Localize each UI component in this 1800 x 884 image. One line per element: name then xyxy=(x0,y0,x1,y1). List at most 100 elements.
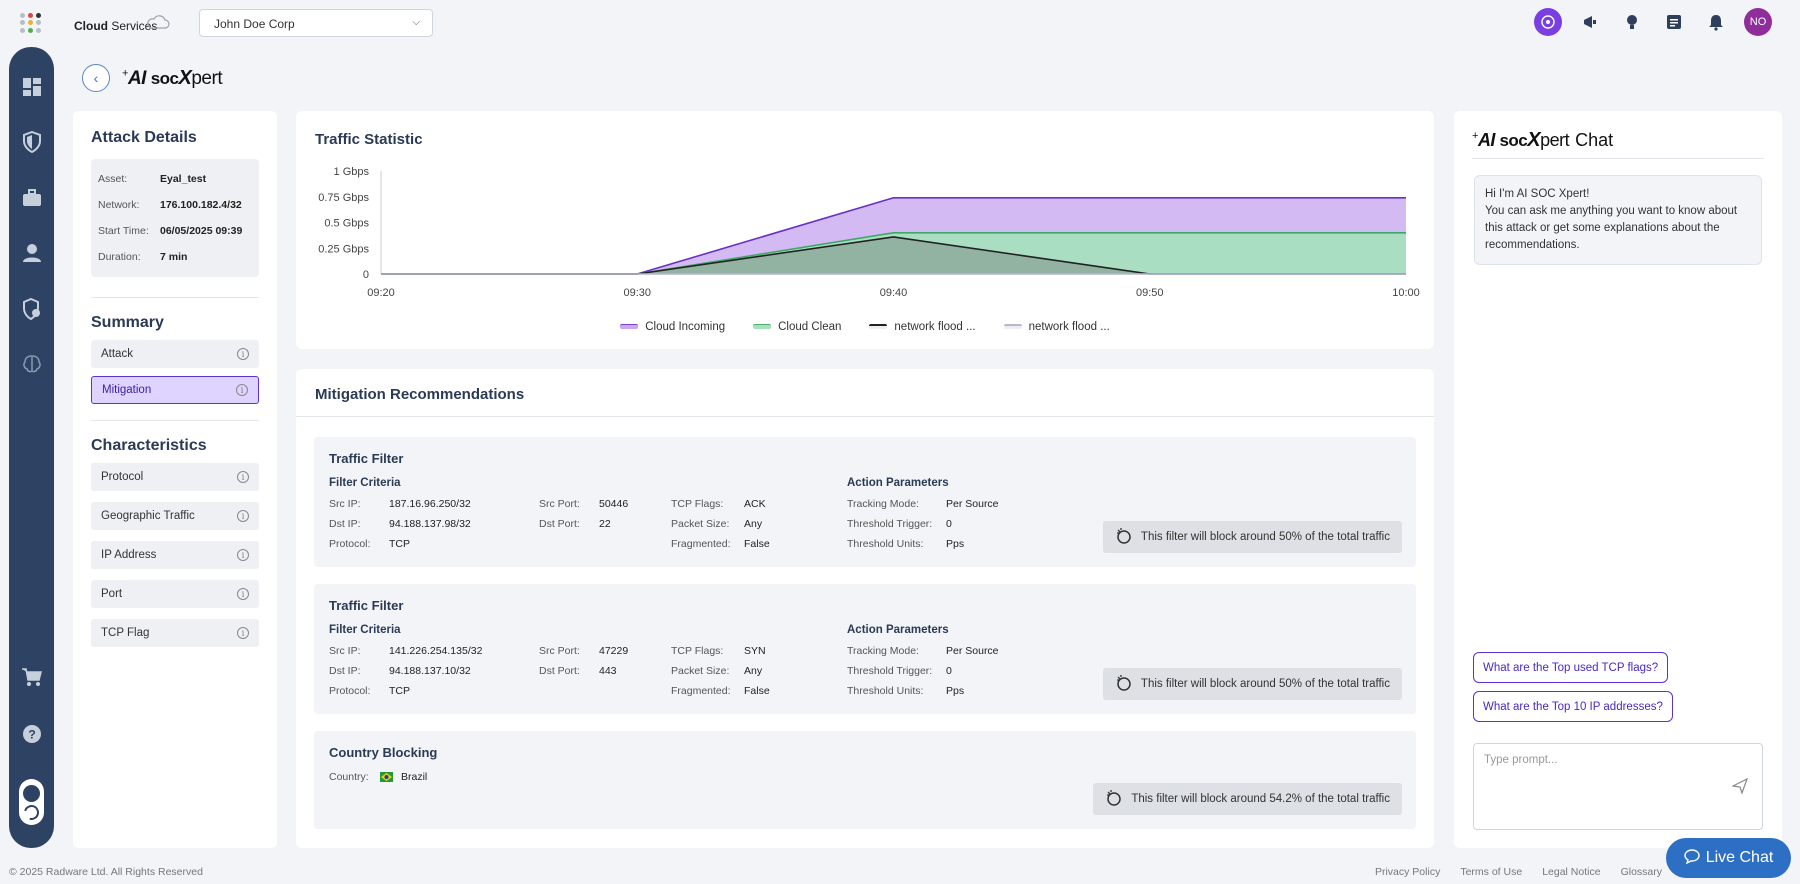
summary-title: Summary xyxy=(91,314,164,331)
threshold-trigger: Threshold Trigger: 0 xyxy=(847,518,952,530)
characteristic-item-geographic[interactable]: Geographic Traffic i xyxy=(91,502,259,530)
tcp-flags: TCP Flags: SYN xyxy=(671,645,766,657)
characteristic-item-port[interactable]: Port i xyxy=(91,580,259,608)
src-ip: Src IP: 187.16.96.250/32 xyxy=(329,498,471,510)
chevron-left-icon: ‹ xyxy=(93,70,99,86)
send-icon[interactable] xyxy=(1731,777,1749,797)
filter-criteria-title: Filter Criteria xyxy=(329,477,401,489)
copyright: © 2025 Radware Ltd. All Rights Reserved xyxy=(9,866,203,878)
summary-item-attack[interactable]: Attack i xyxy=(91,340,259,368)
block-estimate-icon xyxy=(1105,789,1123,810)
action-parameters-title: Action Parameters xyxy=(847,624,949,636)
live-chat-button[interactable]: Live Chat xyxy=(1666,838,1791,878)
dashboard-icon[interactable] xyxy=(21,76,43,98)
cart-icon[interactable] xyxy=(21,666,43,688)
country: Country: Brazil xyxy=(329,771,428,783)
shield-settings-icon[interactable] xyxy=(21,298,43,320)
top-bar: Cloud Services John Doe Corp ⌵ NO xyxy=(0,0,1800,46)
tracking-mode: Tracking Mode: Per Source xyxy=(847,498,999,510)
footer-link-legal[interactable]: Legal Notice xyxy=(1542,866,1601,878)
prompt-input[interactable]: Type prompt... xyxy=(1473,743,1763,830)
megaphone-icon[interactable] xyxy=(1576,8,1604,36)
footer-link-terms[interactable]: Terms of Use xyxy=(1460,866,1523,878)
app-launcher-icon[interactable] xyxy=(20,13,44,33)
chat-bubble-icon xyxy=(1684,848,1700,869)
brand-logo: Cloud Services xyxy=(74,15,170,33)
traffic-chart: 0 0.25 Gbps 0.5 Gbps 0.75 Gbps 1 Gbps 09:20 09… xyxy=(318,166,1420,299)
briefcase-icon[interactable] xyxy=(21,187,43,209)
chat-message-bot: Hi I'm AI SOC Xpert! You can ask me anyt… xyxy=(1474,175,1762,265)
footer-link-privacy[interactable]: Privacy Policy xyxy=(1374,866,1441,878)
src-ip: Src IP: 141.226.254.135/32 xyxy=(329,645,483,657)
y-tick-label: 1 Gbps xyxy=(334,166,370,178)
user-icon[interactable] xyxy=(21,242,43,264)
characteristic-item-tcp-flag[interactable]: TCP Flag i xyxy=(91,619,259,647)
info-icon[interactable]: i xyxy=(237,588,249,600)
protocol: Protocol: TCP xyxy=(329,685,410,697)
theme-toggle-icon[interactable] xyxy=(19,779,44,825)
block-estimate-button[interactable]: This filter will block around 50% of the… xyxy=(1102,521,1402,553)
traffic-statistic-title: Traffic Statistic xyxy=(315,131,423,148)
organization-select[interactable]: John Doe Corp ⌵ xyxy=(199,9,433,37)
protocol: Protocol: TCP xyxy=(329,538,410,550)
country-blocking-title: Country Blocking xyxy=(329,745,438,760)
info-icon[interactable]: i xyxy=(236,384,248,396)
summary-item-mitigation[interactable]: Mitigation i xyxy=(91,376,259,404)
suggestion-chip[interactable]: What are the Top used TCP flags? xyxy=(1473,652,1669,683)
block-estimate-button[interactable]: This filter will block around 50% of the… xyxy=(1102,668,1402,700)
x-tick-label: 09:50 xyxy=(1136,287,1164,299)
notes-icon[interactable] xyxy=(1660,8,1688,36)
characteristic-item-ip-address[interactable]: IP Address i xyxy=(91,541,259,569)
chevron-down-icon: ⌵ xyxy=(412,17,420,28)
chat-title: +AI socXpert Chat xyxy=(1472,129,1614,151)
characteristics-title: Characteristics xyxy=(91,437,207,454)
block-estimate-icon xyxy=(1115,674,1133,695)
detail-row-duration: Duration: 7 min xyxy=(98,251,188,263)
filter-title: Traffic Filter xyxy=(329,451,404,466)
legend-item[interactable]: Cloud Incoming xyxy=(620,321,725,333)
block-estimate-button[interactable]: This filter will block around 54.2% of t… xyxy=(1093,783,1402,815)
series-area xyxy=(381,236,1406,274)
dst-port: Dst Port: 443 xyxy=(539,665,617,677)
threshold-trigger: Threshold Trigger: 0 xyxy=(847,665,952,677)
detail-row-network: Network: 176.100.182.4/32 xyxy=(98,199,242,211)
info-icon[interactable]: i xyxy=(237,510,249,522)
avatar[interactable]: NO xyxy=(1744,8,1772,36)
legend-item[interactable]: network flood ... xyxy=(869,321,976,333)
filter-title: Traffic Filter xyxy=(329,598,404,613)
back-button[interactable]: ‹ xyxy=(82,64,110,92)
bell-icon[interactable] xyxy=(1702,8,1730,36)
tcp-flags: TCP Flags: ACK xyxy=(671,498,766,510)
legend-item[interactable]: Cloud Clean xyxy=(753,321,841,333)
attack-details-panel: Attack Details Asset: Eyal_test Network: 1… xyxy=(73,111,277,848)
brain-icon[interactable] xyxy=(21,353,43,375)
y-tick-label: 0.5 Gbps xyxy=(324,218,369,230)
lightbulb-icon[interactable] xyxy=(1618,8,1646,36)
attack-details-title: Attack Details xyxy=(91,129,197,146)
info-icon[interactable]: i xyxy=(237,348,249,360)
action-parameters-title: Action Parameters xyxy=(847,477,949,489)
legend-item[interactable]: network flood ... xyxy=(1003,321,1110,333)
filter-criteria-title: Filter Criteria xyxy=(329,624,401,636)
fragmented: Fragmented: False xyxy=(671,685,770,697)
packet-size: Packet Size: Any xyxy=(671,518,763,530)
traffic-filter-1: Traffic Filter Filter Criteria Action Pa… xyxy=(314,437,1416,567)
chat-panel: +AI socXpert Chat Hi I'm AI SOC Xpert! Yo… xyxy=(1454,111,1782,848)
suggestion-chip[interactable]: What are the Top 10 IP addresses? xyxy=(1473,691,1673,722)
detail-row-asset: Asset: Eyal_test xyxy=(98,173,207,185)
info-icon[interactable]: i xyxy=(237,627,249,639)
shield-icon[interactable] xyxy=(21,131,43,153)
ai-icon[interactable] xyxy=(1534,8,1562,36)
traffic-statistic-card: Traffic Statistic 0 0.25 Gbps 0.5 Gbps 0.75… xyxy=(296,111,1434,349)
footer-link-glossary[interactable]: Glossary xyxy=(1620,866,1662,878)
info-icon[interactable]: i xyxy=(237,471,249,483)
y-tick-label: 0 xyxy=(363,269,369,281)
attack-details-box: Asset: Eyal_test Network: 176.100.182.4/32… xyxy=(91,159,259,277)
info-icon[interactable]: i xyxy=(237,549,249,561)
y-tick-label: 0.25 Gbps xyxy=(318,243,369,255)
help-icon[interactable]: ? xyxy=(21,723,43,745)
x-tick-label: 09:30 xyxy=(623,287,651,299)
x-tick-label: 10:00 xyxy=(1392,287,1420,299)
characteristic-item-protocol[interactable]: Protocol i xyxy=(91,463,259,491)
page-header: ‹ +AI socXpert xyxy=(82,62,223,94)
